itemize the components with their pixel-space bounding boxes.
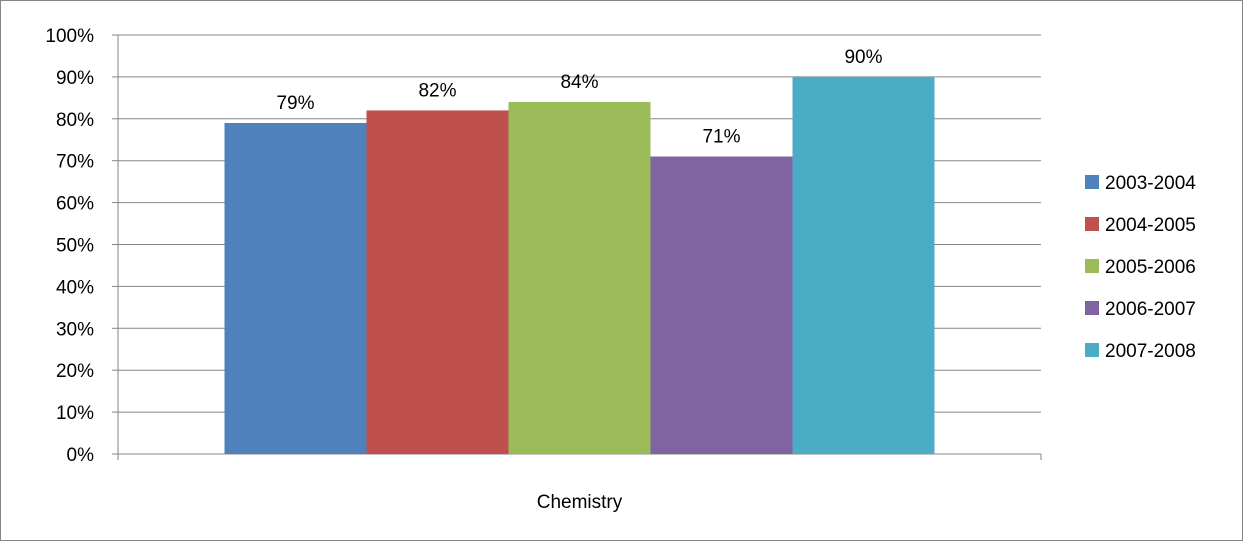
- data-label: 79%: [276, 93, 314, 114]
- y-axis-tick-labels: 0% 10% 20% 30% 40% 50% 60% 70% 80% 90% 100%: [45, 26, 94, 466]
- legend-swatch: [1085, 259, 1099, 273]
- legend-label: 2004-2005: [1105, 215, 1196, 236]
- y-tick-label: 60%: [56, 194, 94, 215]
- category-labels: Chemistry: [537, 492, 623, 513]
- legend-label: 2003-2004: [1105, 173, 1196, 194]
- data-label: 84%: [560, 72, 598, 93]
- category-label: Chemistry: [537, 492, 623, 513]
- y-tick-label: 70%: [56, 152, 94, 173]
- y-tick-label: 100%: [45, 26, 94, 47]
- legend-swatch: [1085, 175, 1099, 189]
- y-tick-label: 80%: [56, 110, 94, 131]
- y-tick-label: 40%: [56, 277, 94, 298]
- legend-swatch: [1085, 217, 1099, 231]
- legend-swatch: [1085, 301, 1099, 315]
- data-label: 71%: [702, 127, 740, 148]
- bar-2003-2004: [224, 122, 367, 455]
- y-tick-label: 90%: [56, 68, 94, 89]
- bar-2007-2008: [792, 76, 935, 455]
- bars: [224, 76, 935, 455]
- legend-label: 2005-2006: [1105, 257, 1196, 278]
- data-labels: 79% 82% 84% 71% 90%: [276, 47, 882, 148]
- y-tick-label: 10%: [56, 403, 94, 424]
- legend-label: 2006-2007: [1105, 299, 1196, 320]
- y-tick-label: 20%: [56, 361, 94, 382]
- y-tick-label: 30%: [56, 319, 94, 340]
- legend: 2003-2004 2004-2005 2005-2006 2006-2007 2007…: [1085, 173, 1196, 362]
- data-label: 90%: [844, 47, 882, 68]
- y-tick-label: 50%: [56, 236, 94, 257]
- bar-2006-2007: [650, 156, 793, 454]
- y-tick-label: 0%: [67, 445, 95, 466]
- data-label: 82%: [418, 80, 456, 101]
- legend-swatch: [1085, 343, 1099, 357]
- bar-2005-2006: [508, 102, 651, 454]
- bar-2004-2005: [366, 110, 509, 455]
- legend-label: 2007-2008: [1105, 341, 1196, 362]
